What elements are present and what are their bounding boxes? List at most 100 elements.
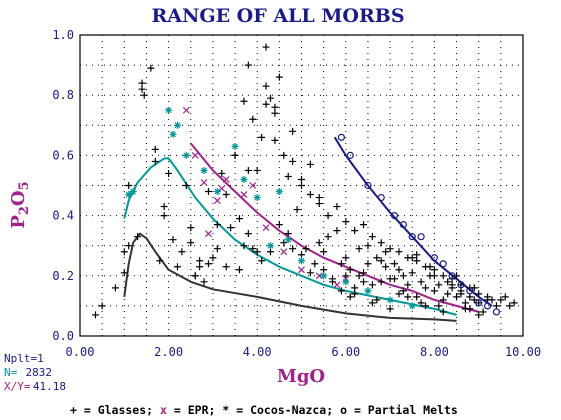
point-plus — [346, 266, 354, 274]
point-plus — [182, 182, 190, 189]
point-plus — [355, 272, 363, 280]
n-label: N= — [4, 366, 18, 379]
point-plus — [439, 296, 447, 304]
point-plus — [240, 97, 248, 105]
point-plus — [151, 145, 159, 153]
point-plus — [435, 302, 443, 310]
point-plus — [404, 281, 412, 289]
trend-curve — [333, 136, 493, 307]
point-plus — [315, 239, 323, 247]
point-plus — [506, 302, 514, 310]
point-circle — [439, 260, 447, 268]
point-plus — [160, 212, 168, 220]
point-plus — [262, 43, 270, 51]
point-plus — [497, 296, 505, 304]
x-tick-label: 4.00 — [243, 345, 272, 359]
point-x — [191, 151, 199, 159]
n-value: 2832 — [26, 366, 53, 379]
point-plus — [169, 236, 177, 244]
point-plus — [404, 293, 412, 301]
point-plus — [298, 251, 305, 259]
point-plus — [231, 151, 239, 159]
point-star — [200, 166, 208, 174]
plot-frame — [79, 34, 524, 337]
point-plus — [213, 245, 221, 253]
point-plus — [262, 82, 270, 90]
point-plus — [271, 103, 279, 111]
point-circle — [408, 233, 416, 241]
point-plus — [320, 266, 328, 274]
point-plus — [311, 260, 319, 268]
y-tick-label: 0.8 — [52, 88, 74, 102]
point-plus — [178, 248, 186, 256]
point-circle — [430, 254, 438, 262]
point-plus — [408, 269, 416, 277]
legend: + = Glasses; x = EPR; * = Cocos-Nazca; o… — [70, 403, 458, 417]
point-plus — [92, 311, 100, 319]
point-plus — [298, 182, 305, 189]
point-star — [231, 142, 239, 150]
point-plus — [284, 230, 292, 238]
point-plus — [351, 227, 359, 235]
point-x — [200, 179, 208, 186]
point-plus — [147, 64, 155, 72]
point-plus — [422, 302, 430, 310]
point-plus — [413, 257, 421, 265]
point-plus — [204, 188, 212, 196]
point-plus — [218, 169, 226, 177]
point-plus — [368, 281, 376, 289]
point-plus — [430, 272, 438, 280]
point-plus — [382, 263, 390, 271]
point-circle — [483, 302, 492, 310]
point-plus — [125, 182, 133, 189]
point-plus — [382, 248, 390, 256]
point-plus — [342, 254, 350, 262]
point-plus — [355, 245, 363, 253]
point-plus — [435, 281, 443, 289]
point-plus — [470, 296, 478, 304]
point-plus — [457, 287, 465, 295]
point-plus — [342, 218, 350, 226]
point-plus — [235, 215, 243, 223]
point-star — [386, 296, 394, 304]
x-tick-labels: 0.00 2.00 4.00 6.00 8.00 10.00 — [66, 345, 542, 359]
trend-curve — [123, 232, 457, 322]
legend-cocos: * = Cocos-Nazca; — [222, 403, 333, 417]
xy-value: 41.18 — [33, 380, 66, 393]
point-circle — [417, 233, 425, 241]
point-x — [240, 191, 248, 198]
legend-epr-symbol: x — [160, 403, 167, 417]
point-plus — [173, 263, 181, 271]
point-plus — [360, 278, 368, 286]
point-x — [182, 106, 190, 114]
point-plus — [156, 257, 164, 265]
y-label-sub1: 2 — [17, 206, 32, 215]
point-plus — [444, 278, 452, 286]
point-plus — [262, 100, 270, 108]
point-plus — [187, 239, 195, 247]
x-tick-label: 2.00 — [154, 345, 183, 359]
point-star — [173, 121, 181, 129]
point-circle — [346, 151, 354, 159]
point-plus — [368, 233, 376, 241]
point-plus — [413, 251, 421, 259]
point-plus — [351, 284, 359, 292]
point-plus — [320, 248, 328, 256]
point-plus — [470, 284, 478, 292]
point-plus — [298, 175, 305, 183]
point-plus — [289, 127, 297, 135]
point-plus — [191, 272, 199, 280]
point-plus — [453, 293, 461, 301]
point-plus — [479, 308, 487, 316]
point-plus — [289, 157, 297, 165]
point-plus — [501, 293, 509, 301]
x-tick-label: 8.00 — [420, 345, 449, 359]
point-plus — [395, 290, 403, 298]
y-label-o: O — [8, 190, 29, 206]
point-plus — [240, 242, 248, 250]
nplt-label: Nplt=1 — [4, 352, 44, 365]
point-circle — [448, 272, 456, 280]
point-plus — [510, 299, 518, 307]
point-circle — [364, 181, 372, 190]
point-star — [253, 194, 261, 202]
